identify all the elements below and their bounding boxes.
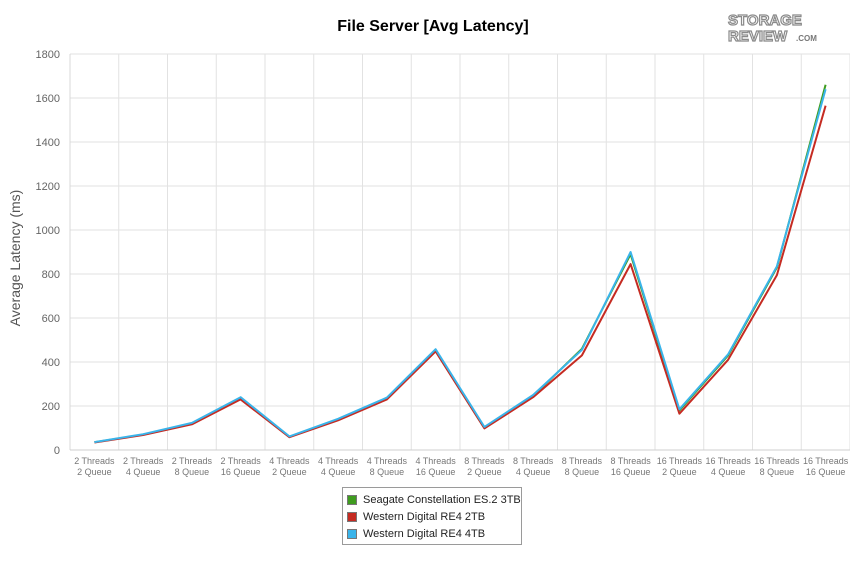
x-tick-label: 8 Threads 8 Queue [562,456,603,477]
series-line-2 [94,88,827,444]
x-tick-label: 8 Threads 2 Queue [464,456,505,477]
x-tick-label: 16 Threads 8 Queue [754,456,800,477]
legend-label: Seagate Constellation ES.2 3TB [363,493,521,506]
x-tick-label: 8 Threads 4 Queue [513,456,554,477]
legend-label: Western Digital RE4 4TB [363,527,486,540]
legend: Seagate Constellation ES.2 3TB Western Di… [342,487,522,545]
legend-item[interactable]: Western Digital RE4 2TB [347,508,521,525]
y-tick-label: 600 [42,313,60,325]
legend-swatch [347,511,357,522]
x-tick-label: 4 Threads 2 Queue [269,456,310,477]
y-tick-label: 1200 [36,181,60,193]
y-tick-label: 1600 [36,93,60,105]
x-tick-label: 2 Threads 4 Queue [123,456,164,477]
y-tick-label: 1000 [36,225,60,237]
x-tick-label: 8 Threads 16 Queue [610,456,651,477]
x-tick-label: 16 Threads 4 Queue [705,456,751,477]
y-tick-label: 800 [42,269,60,281]
legend-swatch [347,528,357,539]
legend-item[interactable]: Western Digital RE4 4TB [347,525,521,542]
x-tick-label: 16 Threads 16 Queue [803,456,849,477]
logo-suffix: .COM [796,34,817,43]
y-tick-label: 1800 [36,49,60,61]
logo-line2: REVIEW [728,28,788,44]
axis-layer: 0 200 400 600 800 1000 1200 1400 1600 1800 2 Threa… [36,49,850,477]
y-tick-label: 0 [54,445,60,457]
y-tick-label: 1400 [36,137,60,149]
legend-swatch [347,494,357,505]
x-tick-label: 4 Threads 8 Queue [367,456,408,477]
y-tick-label: 200 [42,401,60,413]
grid-layer [70,53,850,451]
x-tick-label: 4 Threads 16 Queue [415,456,456,477]
storagereview-logo: STORAGE REVIEW .COM [727,11,817,44]
x-tick-label: 2 Threads 2 Queue [74,456,115,477]
x-tick-label: 16 Threads 2 Queue [657,456,703,477]
legend-label: Western Digital RE4 2TB [363,510,486,523]
y-tick-label: 400 [42,357,60,369]
legend-item[interactable]: Seagate Constellation ES.2 3TB [347,491,521,508]
y-axis-title: Average Latency (ms) [7,190,23,327]
chart-canvas: 0 200 400 600 800 1000 1200 1400 1600 1800 2 Threa… [7,49,850,477]
series-layer [94,84,827,444]
x-tick-label: 2 Threads 16 Queue [220,456,261,477]
logo-line1: STORAGE [728,12,802,29]
x-tick-label: 4 Threads 4 Queue [318,456,359,477]
x-tick-label: 2 Threads 8 Queue [172,456,213,477]
chart-title: File Server [Avg Latency] [337,18,529,35]
